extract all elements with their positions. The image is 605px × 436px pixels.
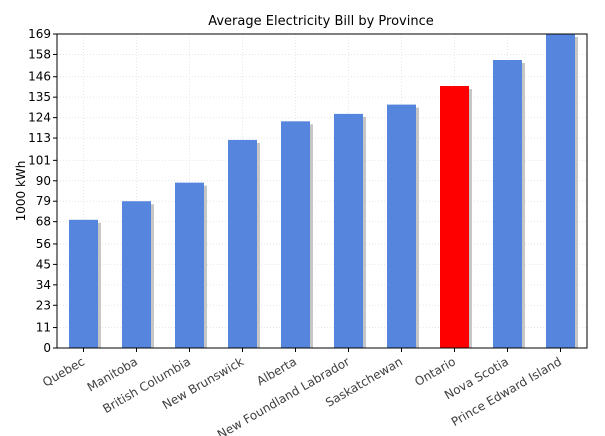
x-tick-label: British Columbia (100, 354, 193, 416)
y-tick-label: 45 (36, 257, 51, 271)
plot-frame (56, 33, 588, 349)
y-tick-label: 135 (28, 90, 51, 104)
y-tick-label: 169 (28, 27, 51, 41)
bar (387, 104, 416, 349)
y-tick-label: 113 (28, 131, 51, 145)
bar (546, 34, 575, 348)
bar (281, 121, 310, 349)
bar (334, 113, 363, 348)
y-tick-label: 0 (43, 341, 51, 355)
y-tick-label: 101 (28, 153, 51, 167)
bars (69, 34, 578, 349)
chart-title: Average Electricity Bill by Province (208, 14, 434, 29)
y-tick-label: 124 (28, 111, 51, 125)
y-tick-label: 11 (36, 321, 51, 335)
bar (493, 60, 522, 348)
bar (175, 182, 204, 348)
x-tick-label: Quebec (40, 354, 87, 389)
y-tick-label: 158 (28, 47, 51, 61)
y-tick-label: 56 (36, 237, 51, 251)
y-tick-label: 79 (36, 194, 51, 208)
y-axis-title: 1000 kWh (14, 161, 28, 222)
y-axis: 0 11 23 34 45 56 68 79 90 101 113 124 135 146 158 169 (28, 27, 57, 355)
x-tick-label: Ontario (412, 354, 458, 388)
y-tick-label: 68 (36, 215, 51, 229)
y-tick-label: 34 (36, 278, 51, 292)
y-tick-label: 90 (36, 174, 51, 188)
bar (122, 201, 151, 348)
y-tick-label: 146 (28, 70, 51, 84)
y-tick-label: 23 (36, 298, 51, 312)
bar (228, 139, 257, 348)
bar (440, 86, 469, 348)
bar (69, 219, 98, 348)
x-tick-label: Alberta (254, 354, 299, 388)
